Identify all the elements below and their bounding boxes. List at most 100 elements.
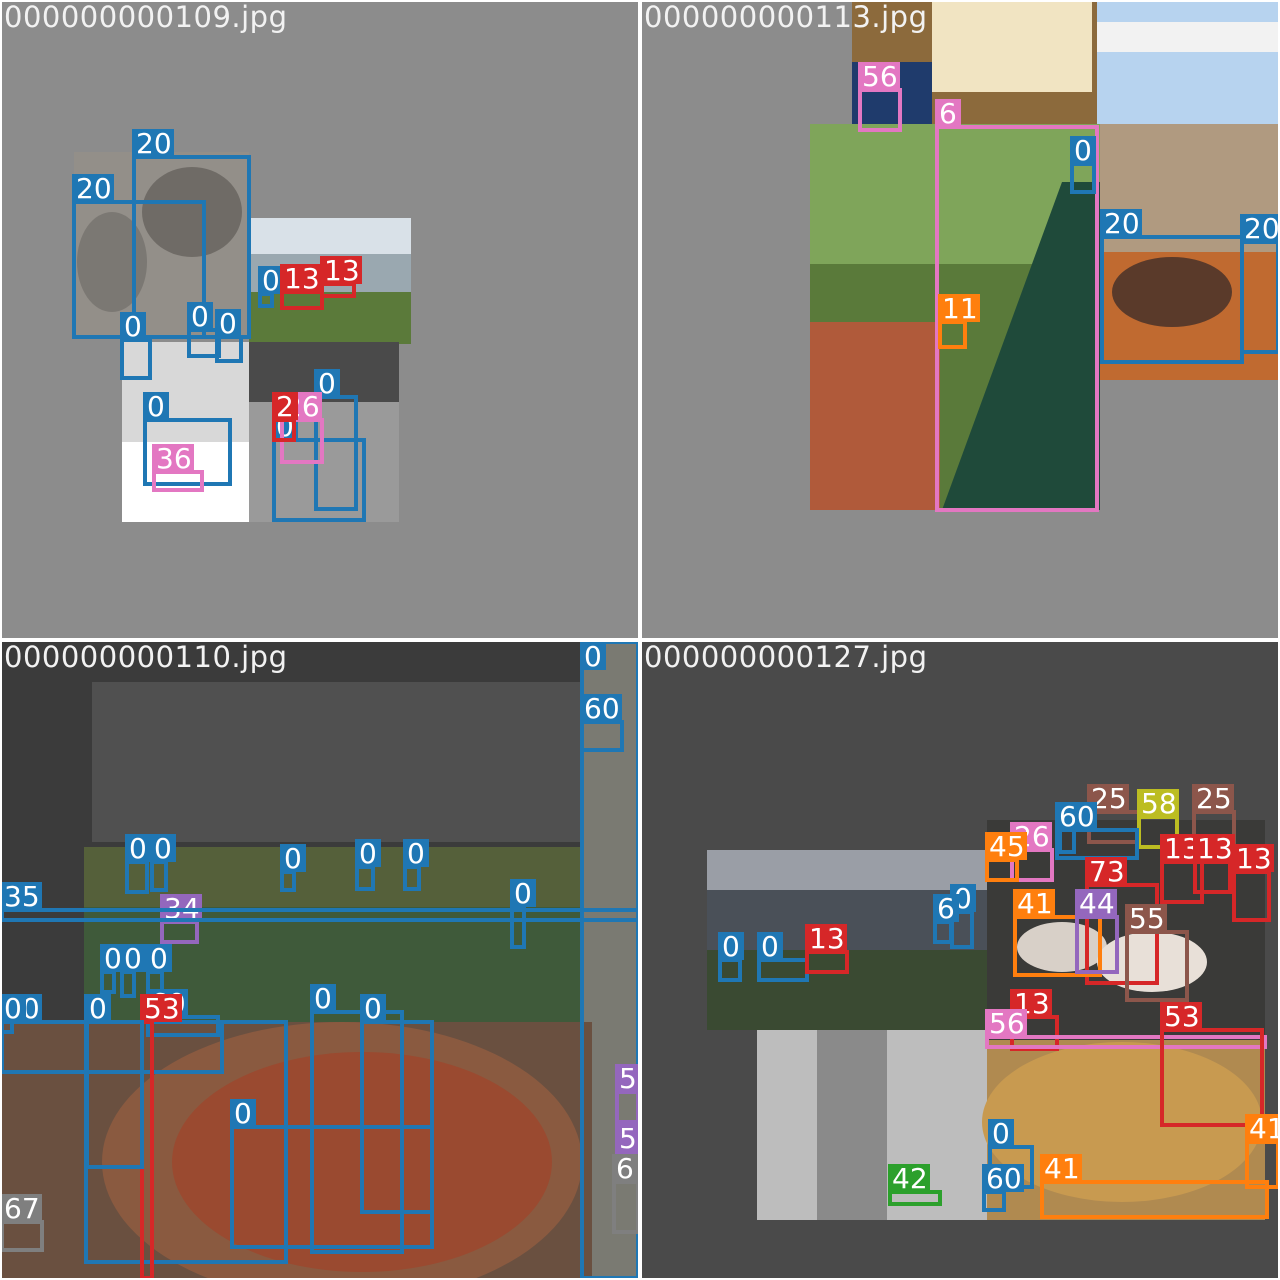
class-label-background — [1232, 844, 1274, 872]
class-label-background — [612, 1154, 638, 1182]
class-label: 6 — [939, 97, 957, 130]
detection-box: 0 — [580, 642, 638, 1278]
class-label-background — [2, 882, 42, 910]
detection-box-outline — [2, 908, 638, 922]
class-label: 0 — [147, 390, 165, 423]
class-label: 0 — [359, 837, 377, 870]
detection-box-outline — [985, 1035, 1267, 1049]
class-label: 53 — [144, 992, 180, 1025]
class-label-background — [1192, 784, 1234, 812]
detection-box-outline — [143, 418, 232, 486]
class-label: 0 — [318, 367, 336, 400]
tile-127-canvas: 0255825602613131373414455000131356530414… — [707, 782, 1278, 1220]
class-label-background — [933, 894, 959, 922]
class-label: 73 — [1089, 855, 1125, 888]
mosaic-tile-127: 0255825602613131373414455000131356530414… — [642, 642, 1278, 1278]
detection-box: 5 — [615, 1062, 638, 1124]
class-label-background — [805, 924, 847, 952]
detection-box: 0 — [85, 992, 144, 1169]
class-label-background — [1193, 834, 1235, 862]
detection-box: 0 — [403, 837, 429, 891]
detection-box: 67 — [2, 1192, 44, 1252]
class-label: 0 — [262, 264, 280, 297]
class-label-background — [215, 309, 241, 337]
detection-box-outline — [1013, 915, 1102, 977]
detection-box-outline — [580, 642, 638, 1278]
class-label: 0 — [150, 942, 168, 975]
detection-box: 45 — [985, 830, 1027, 882]
class-label: 0 — [284, 842, 302, 875]
class-label-background — [403, 839, 429, 867]
class-label-background — [1013, 889, 1055, 917]
detection-box: 13 — [320, 254, 362, 298]
class-label: 41 — [1017, 887, 1053, 920]
class-label: 5 — [619, 1062, 637, 1095]
class-label: 0 — [129, 832, 147, 865]
class-label: 0 — [191, 300, 209, 333]
class-label: 0 — [314, 982, 332, 1015]
class-label-background — [580, 694, 622, 722]
detection-box: 36 — [152, 442, 204, 492]
detection-box: 60 — [580, 692, 624, 752]
class-label-background — [1240, 214, 1278, 242]
detection-box: 0 — [314, 367, 358, 511]
class-label-background — [615, 1124, 638, 1152]
class-label: 6 — [937, 892, 955, 925]
class-label-background — [1070, 136, 1096, 164]
detection-box: 13 — [1193, 832, 1235, 894]
class-label-background — [280, 264, 322, 292]
class-label: 0 — [407, 837, 425, 870]
class-label: 36 — [156, 442, 192, 475]
class-label-background — [360, 994, 386, 1022]
airplane-photo — [1097, 2, 1278, 124]
detection-box: 0 — [757, 930, 809, 982]
detection-box: 0 — [125, 832, 151, 894]
detection-box-outline — [935, 125, 1099, 512]
class-label-background — [985, 832, 1027, 860]
class-label: 0 — [219, 307, 237, 340]
class-label: 13 — [1197, 832, 1233, 865]
class-label: 60 — [986, 1162, 1022, 1195]
class-label-background — [310, 984, 336, 1012]
class-label-background — [120, 312, 146, 340]
class-label-background — [125, 834, 151, 862]
class-label: 20 — [1104, 207, 1140, 240]
tile-113-canvas: 56 6 0 20 20 11 — [810, 2, 1278, 512]
class-label: 45 — [989, 830, 1025, 863]
class-label-background — [230, 1099, 256, 1127]
class-label: 41 — [1044, 1152, 1080, 1185]
class-label: 13 — [1236, 842, 1272, 875]
detection-box: 25 — [1192, 782, 1236, 854]
class-label: 0 — [154, 832, 172, 865]
detection-box: 60 — [982, 1162, 1024, 1212]
class-label: 55 — [1129, 902, 1165, 935]
class-label-background — [988, 1119, 1014, 1147]
detection-box: 56 — [858, 60, 902, 132]
detection-box: 0 — [2, 992, 26, 1034]
detection-box: 55 — [1125, 902, 1189, 1002]
detection-box: 0 — [146, 942, 172, 1004]
class-label-background — [1245, 1114, 1278, 1142]
class-label-background — [1125, 904, 1167, 932]
class-label: 41 — [1249, 1112, 1278, 1145]
class-label-background — [1160, 1002, 1202, 1030]
class-label-background — [152, 444, 194, 472]
mosaic-tile-109: 20 20 0 0 0 0 0 13 13 0 0 26 36 2 000000000109.jpg — [2, 2, 638, 638]
class-label: 13 — [324, 254, 360, 287]
class-label: 42 — [892, 1162, 928, 1195]
class-label-background — [935, 99, 961, 127]
class-label: 0 — [104, 942, 122, 975]
class-label-background — [2, 994, 26, 1022]
detection-box: 11 — [938, 292, 980, 349]
class-label-background — [1137, 789, 1179, 817]
class-label-background — [258, 266, 284, 294]
detection-box: 0 — [1070, 134, 1096, 194]
class-label-background — [938, 294, 980, 322]
class-label: 0 — [234, 1097, 252, 1130]
class-label-background — [858, 62, 900, 90]
class-label-background — [1085, 857, 1127, 885]
detection-box: 0 — [280, 842, 306, 892]
detection-box: 35 — [2, 880, 638, 922]
class-label: 25 — [1196, 782, 1232, 815]
class-label-background — [615, 1064, 638, 1092]
